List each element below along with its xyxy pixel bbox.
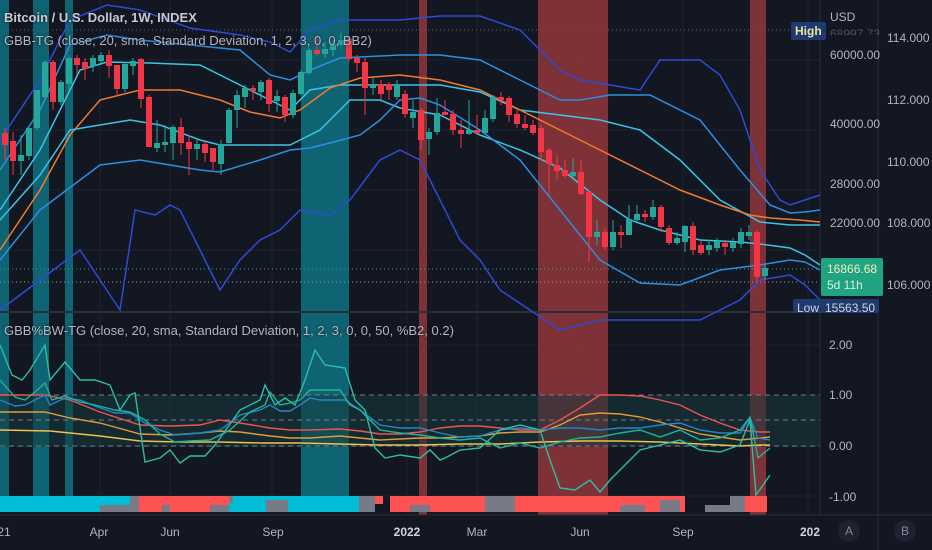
sub-tick-2: 0.00	[829, 439, 853, 453]
price-tick-1: 40000.00	[830, 117, 881, 131]
state-bar	[0, 496, 767, 512]
indicator-main-legend[interactable]: GBB-TG (close, 20, sma, Standard Deviati…	[4, 33, 372, 48]
time-label-0: 21	[0, 525, 11, 539]
sub-tick-0: 2.00	[829, 338, 853, 352]
time-label-6: Jun	[570, 525, 590, 539]
high-value: 68997.73	[830, 27, 881, 35]
time-label-8: 202	[799, 525, 821, 539]
secondary-tick-4: 106.000	[887, 278, 931, 292]
candles	[2, 33, 768, 282]
lower-band-2	[0, 97, 821, 286]
time-label-7: Sep	[672, 525, 694, 539]
upper-band-2	[0, 34, 821, 214]
pctb-line-c	[0, 342, 771, 497]
price-tick-2: 28000.00	[830, 177, 881, 191]
time-label-4: 2022	[393, 525, 421, 539]
auto-scale-button[interactable]: A	[838, 520, 860, 542]
current-price-tag: 16866.68 5d 11h	[821, 258, 884, 296]
lower-band-3	[0, 149, 821, 331]
secondary-tick-2: 110.000	[887, 155, 930, 169]
secondary-tick-0: 114.000	[887, 31, 930, 45]
low-value: 15563.50	[821, 299, 880, 313]
low-tag: Low	[793, 299, 824, 313]
currency-label: USD	[830, 10, 856, 24]
high-tag: High	[791, 22, 826, 40]
symbol-title[interactable]: Bitcoin / U.S. Dollar, 1W, INDEX	[4, 10, 197, 25]
price-tick-3: 22000.00	[830, 216, 881, 230]
time-label-2: Jun	[160, 525, 180, 539]
current-price: 16866.68	[827, 262, 878, 276]
indicator-sub-legend[interactable]: GBB%BW-TG (close, 20, sma, Standard Devi…	[4, 323, 454, 338]
lower-band-1	[0, 99, 821, 266]
bar-countdown: 5d 11h	[827, 278, 863, 292]
sub-tick-1: 1.00	[829, 388, 853, 402]
time-label-3: Sep	[262, 525, 284, 539]
sub-tick-3: -1.00	[829, 490, 857, 504]
scale-b-button[interactable]: B	[894, 520, 916, 542]
secondary-tick-1: 112.000	[887, 93, 930, 107]
pctb-line-b	[0, 379, 771, 460]
time-label-1: Apr	[89, 525, 109, 539]
bandwidth-3-line	[0, 394, 770, 435]
time-label-5: Mar	[466, 525, 488, 539]
price-tick-0: 60000.00	[830, 48, 881, 62]
secondary-tick-3: 108.000	[887, 216, 931, 230]
upper-band-3	[0, 4, 821, 206]
